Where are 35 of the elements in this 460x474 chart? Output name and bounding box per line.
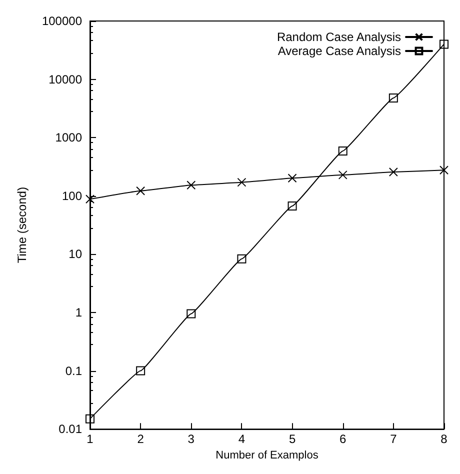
- point: [440, 166, 448, 175]
- point: [288, 174, 297, 183]
- x-tick-label: 7: [390, 432, 398, 446]
- y-tick-label: 1000: [55, 130, 82, 145]
- y-tick-label: 0.1: [65, 364, 82, 378]
- point: [86, 414, 94, 424]
- point: [186, 180, 196, 190]
- point: [136, 366, 146, 376]
- x-tick-label: 3: [188, 432, 195, 446]
- x-tick-label: 5: [288, 432, 296, 446]
- point: [186, 309, 196, 318]
- legend-label: Random Case Analysis: [276, 30, 401, 44]
- y-tick-label: 100000: [42, 14, 82, 28]
- y-tick-label: 1: [75, 306, 82, 320]
- point: [237, 178, 246, 187]
- y-tick-label: 10000: [48, 72, 82, 86]
- x-tick-label: 1: [86, 432, 94, 446]
- x-tick-label: 8: [440, 432, 448, 446]
- x-axis-title: Number of Examplos: [216, 450, 319, 462]
- y-tick-label: 0.01: [58, 422, 82, 436]
- point: [388, 168, 398, 176]
- legend-label: Average Case Analysis: [278, 44, 401, 58]
- point: [440, 40, 448, 49]
- y-tick-label: 10: [68, 247, 82, 262]
- x-tick-label: 6: [340, 432, 347, 446]
- point: [288, 202, 297, 211]
- x-tick-label: 4: [238, 432, 246, 446]
- point: [338, 170, 348, 180]
- y-axis-title: Time (second): [15, 186, 29, 264]
- point: [237, 254, 246, 264]
- y-tick-label: 100: [62, 188, 82, 203]
- point: [338, 146, 348, 156]
- point: [136, 186, 146, 196]
- point: [388, 93, 398, 102]
- x-tick-label: 2: [137, 432, 144, 446]
